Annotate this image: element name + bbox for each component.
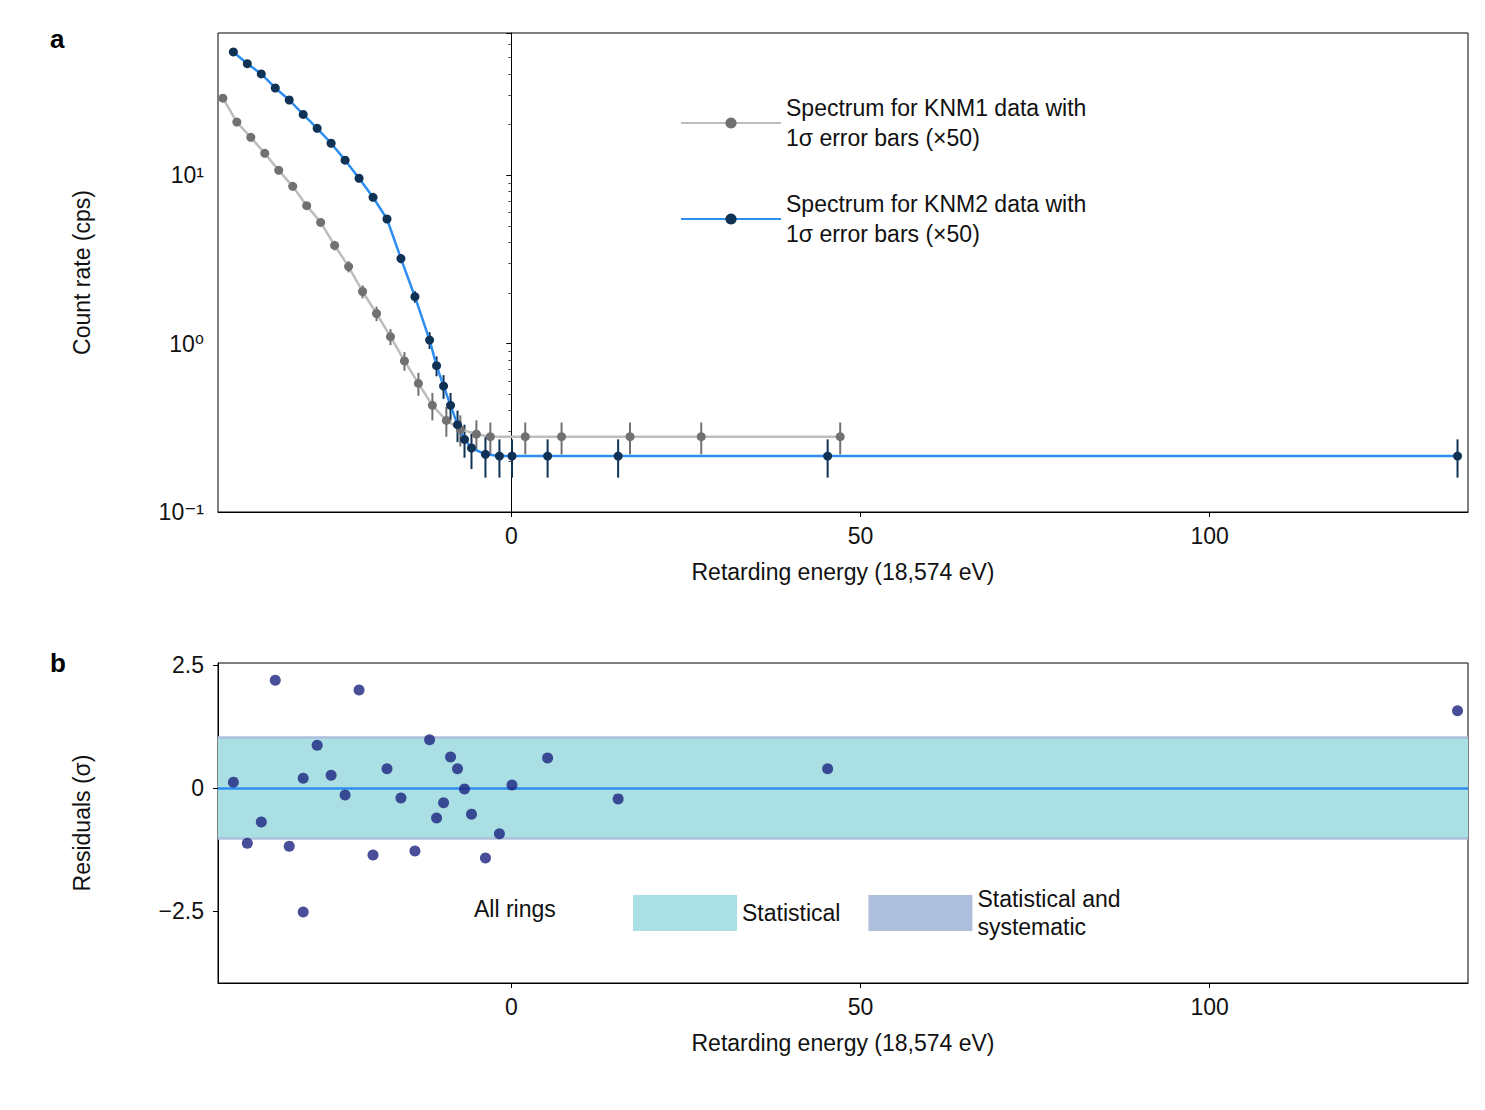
svg-text:−2.5: −2.5 [159,898,204,924]
svg-text:2.5: 2.5 [172,652,204,678]
svg-text:Statistical: Statistical [742,900,840,926]
svg-text:Spectrum for KNM2 data with: Spectrum for KNM2 data with [786,191,1086,217]
svg-text:b: b [50,648,66,678]
svg-text:10¹: 10¹ [171,162,205,188]
svg-text:Residuals (σ): Residuals (σ) [69,755,95,892]
svg-text:Retarding energy (18,574 eV): Retarding energy (18,574 eV) [691,559,994,585]
svg-text:100: 100 [1190,994,1228,1020]
svg-text:100: 100 [1190,523,1228,549]
svg-text:10⁻¹: 10⁻¹ [159,499,205,525]
svg-text:0: 0 [505,994,518,1020]
svg-text:a: a [50,24,65,54]
svg-text:0: 0 [191,775,204,801]
svg-text:1σ error bars (×50): 1σ error bars (×50) [786,125,980,151]
svg-text:10⁰: 10⁰ [169,331,204,357]
svg-text:0: 0 [505,523,518,549]
svg-text:All rings: All rings [474,896,556,922]
svg-text:Retarding energy (18,574 eV): Retarding energy (18,574 eV) [691,1030,994,1056]
svg-text:systematic: systematic [977,914,1086,940]
svg-text:50: 50 [848,994,874,1020]
svg-text:50: 50 [848,523,874,549]
svg-text:Statistical and: Statistical and [977,886,1120,912]
svg-text:Spectrum for KNM1 data with: Spectrum for KNM1 data with [786,95,1086,121]
svg-text:Count rate (cps): Count rate (cps) [69,190,95,355]
svg-text:1σ error bars (×50): 1σ error bars (×50) [786,221,980,247]
